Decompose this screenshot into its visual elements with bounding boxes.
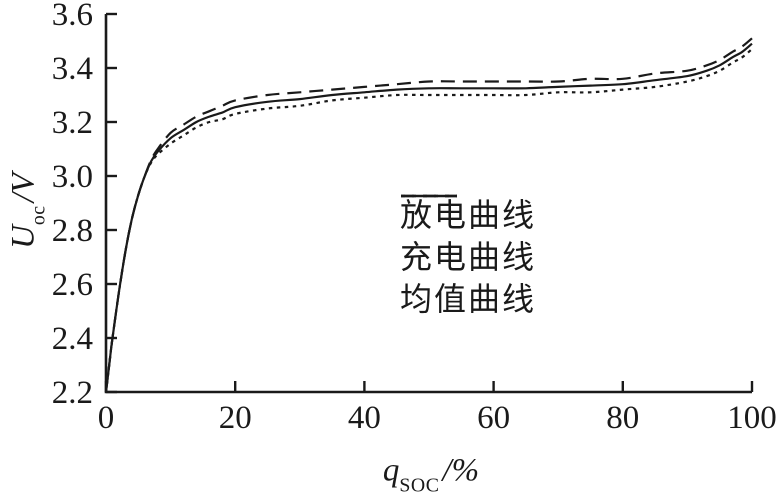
x-tick-label: 80 [606, 400, 639, 436]
y-tick-label: 2.4 [52, 321, 93, 357]
legend-item-mean-curve: 均值曲线 [400, 194, 537, 318]
legend: 放电曲线充电曲线均值曲线 [400, 192, 536, 318]
y-tick-label: 3.6 [52, 0, 93, 33]
x-tick-label: 20 [219, 400, 252, 436]
x-axis-symbol: q [382, 452, 400, 489]
series-mean-curve [104, 42, 753, 393]
y-tick-label: 3.2 [52, 105, 93, 141]
x-tick-label: 0 [98, 400, 115, 436]
y-tick-label: 2.2 [52, 375, 93, 411]
x-axis-unit: /% [442, 452, 480, 489]
legend-label: 均值曲线 [400, 281, 537, 317]
y-tick-label: 3.4 [52, 51, 93, 87]
y-axis-label: Uoc/V [5, 173, 50, 249]
legend-item-discharge-curve: 放电曲线 [400, 192, 536, 234]
x-tick-label: 60 [477, 400, 510, 436]
series-charge-curve [104, 37, 753, 393]
y-axis-subscript: oc [27, 205, 50, 226]
y-axis-unit: /V [5, 173, 42, 203]
y-tick-label: 3.0 [52, 159, 93, 195]
legend-item-charge-curve: 充电曲线 [400, 194, 537, 276]
x-tick-label: 40 [348, 400, 381, 436]
legend-label: 放电曲线 [400, 197, 537, 233]
x-axis-label: qSOC/% [382, 452, 480, 492]
y-tick-label: 2.6 [52, 267, 93, 303]
x-tick-label: 100 [727, 400, 777, 436]
legend-label: 充电曲线 [400, 239, 537, 275]
y-tick-label: 2.8 [52, 213, 93, 249]
x-axis-subscript: SOC [399, 474, 440, 492]
legend-line-sample-solid [401, 194, 457, 198]
y-axis-symbol: U [5, 225, 42, 249]
